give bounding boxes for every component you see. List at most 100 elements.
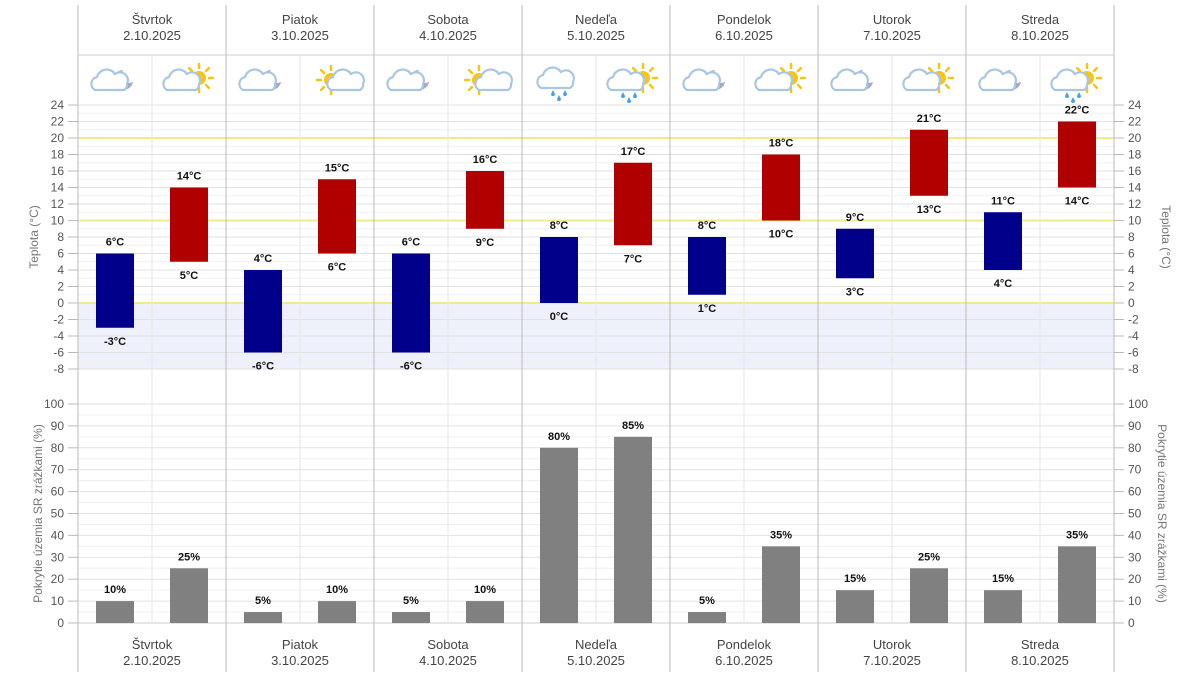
day-name: Nedeľa: [575, 12, 618, 27]
sun-ray: [319, 68, 326, 75]
y-tick-label: 22: [1128, 115, 1142, 129]
day-date: 3.10.2025: [271, 28, 329, 43]
rain-drop: [1065, 92, 1069, 98]
precip-bar-night: [392, 612, 430, 623]
precip-bar-day: [910, 568, 948, 623]
precip-bar-day: [170, 568, 208, 623]
day-date: 8.10.2025: [1011, 653, 1069, 668]
rain-drop: [557, 95, 561, 101]
day-name: Pondelok: [717, 637, 772, 652]
temp-bar-night: [836, 228, 874, 279]
temp-max-label: 9°C: [846, 212, 865, 224]
y-tick-label: 12: [1128, 197, 1142, 211]
precip-bar-day: [762, 546, 800, 623]
temp-min-label: 4°C: [994, 278, 1013, 290]
y-tick-label: 100: [44, 397, 64, 411]
temp-bar-day: [1058, 121, 1096, 188]
cloud-shape: [902, 68, 941, 92]
y-tick-label: 70: [51, 463, 65, 477]
sun-ray: [779, 66, 786, 73]
day-date: 3.10.2025: [271, 653, 329, 668]
cloud-sun-rain-icon: [1050, 62, 1103, 103]
precip-axis-title: Pokrytie územia SR zrážkami (%): [1155, 424, 1169, 603]
day-name: Nedeľa: [575, 637, 618, 652]
cloud-shape: [90, 68, 129, 92]
cloud-shape: [754, 68, 793, 92]
sun-ray: [467, 85, 474, 92]
y-tick-label: 60: [1128, 485, 1142, 499]
y-tick-label: 6: [57, 247, 64, 261]
sun-ray: [648, 83, 655, 90]
temp-max-label: 4°C: [254, 253, 273, 265]
day-date: 8.10.2025: [1011, 28, 1069, 43]
temp-min-label: -6°C: [252, 361, 274, 373]
sun-ray: [631, 66, 638, 73]
precip-value-label: 10%: [326, 584, 348, 596]
day-date: 2.10.2025: [123, 653, 181, 668]
precip-value-label: 25%: [178, 551, 200, 563]
sun-ray: [319, 85, 326, 92]
precip-bar-night: [688, 612, 726, 623]
y-tick-label: -8: [53, 362, 64, 376]
y-tick-label: 90: [1128, 419, 1142, 433]
day-date: 2.10.2025: [123, 28, 181, 43]
precip-bar-night: [96, 601, 134, 623]
y-tick-label: 24: [1128, 98, 1142, 112]
day-name: Streda: [1021, 637, 1060, 652]
y-tick-label: 40: [1128, 528, 1142, 542]
cloud-moon-icon: [90, 68, 133, 92]
sun-ray: [944, 66, 951, 73]
temp-axis-title: Teplota (°C): [1159, 205, 1173, 269]
temp-max-label: 8°C: [550, 220, 569, 232]
y-tick-label: 20: [51, 572, 65, 586]
sun-cloud-icon: [463, 64, 513, 96]
y-tick-label: 8: [57, 230, 64, 244]
day-date: 4.10.2025: [419, 653, 477, 668]
cloud-moon-icon: [386, 68, 429, 92]
precip-axis-title: Pokrytie územia SR zrážkami (%): [31, 424, 45, 603]
temp-min-label: -6°C: [400, 361, 422, 373]
cloud-sun-icon: [162, 62, 215, 94]
y-tick-label: 10: [51, 214, 65, 228]
day-date: 7.10.2025: [863, 653, 921, 668]
temp-min-label: 3°C: [846, 286, 865, 298]
temp-max-label: 17°C: [621, 146, 646, 158]
precip-value-label: 80%: [548, 431, 570, 443]
precip-value-label: 85%: [622, 420, 644, 432]
day-name: Streda: [1021, 12, 1060, 27]
temp-max-label: 6°C: [106, 237, 125, 249]
y-tick-label: -8: [1128, 362, 1139, 376]
temp-bar-day: [762, 154, 800, 221]
y-tick-label: 10: [1128, 594, 1142, 608]
y-tick-label: 30: [51, 550, 65, 564]
sun-ray: [467, 68, 474, 75]
temp-max-label: 6°C: [402, 237, 421, 249]
temp-min-label: 6°C: [328, 262, 347, 274]
y-tick-label: 6: [1128, 247, 1135, 261]
sun-ray: [1075, 66, 1082, 73]
day-date: 7.10.2025: [863, 28, 921, 43]
rain-drop: [621, 92, 625, 98]
day-name: Štvrtok: [132, 12, 173, 27]
y-tick-label: -6: [1128, 346, 1139, 360]
cloud-shape: [682, 68, 721, 92]
sun-cloud-icon: [315, 64, 365, 96]
temp-max-label: 11°C: [991, 195, 1015, 207]
rain-drop: [633, 92, 637, 98]
y-tick-label: 2: [1128, 280, 1135, 294]
cloud-sun-rain-icon: [606, 62, 659, 103]
cloud-moon-icon: [830, 68, 873, 92]
sun-ray: [648, 66, 655, 73]
y-tick-label: 90: [51, 419, 65, 433]
temp-min-label: 9°C: [476, 237, 495, 249]
temp-bar-night: [540, 237, 578, 303]
cloud-shape: [386, 68, 425, 92]
temp-axis-title: Teplota (°C): [27, 205, 41, 269]
cloud-shape: [536, 66, 575, 90]
temp-min-label: 7°C: [624, 253, 643, 265]
day-name: Sobota: [427, 12, 469, 27]
precip-value-label: 5%: [403, 595, 419, 607]
day-name: Piatok: [282, 12, 319, 27]
precip-bar-night: [244, 612, 282, 623]
precip-bar-day: [1058, 546, 1096, 623]
